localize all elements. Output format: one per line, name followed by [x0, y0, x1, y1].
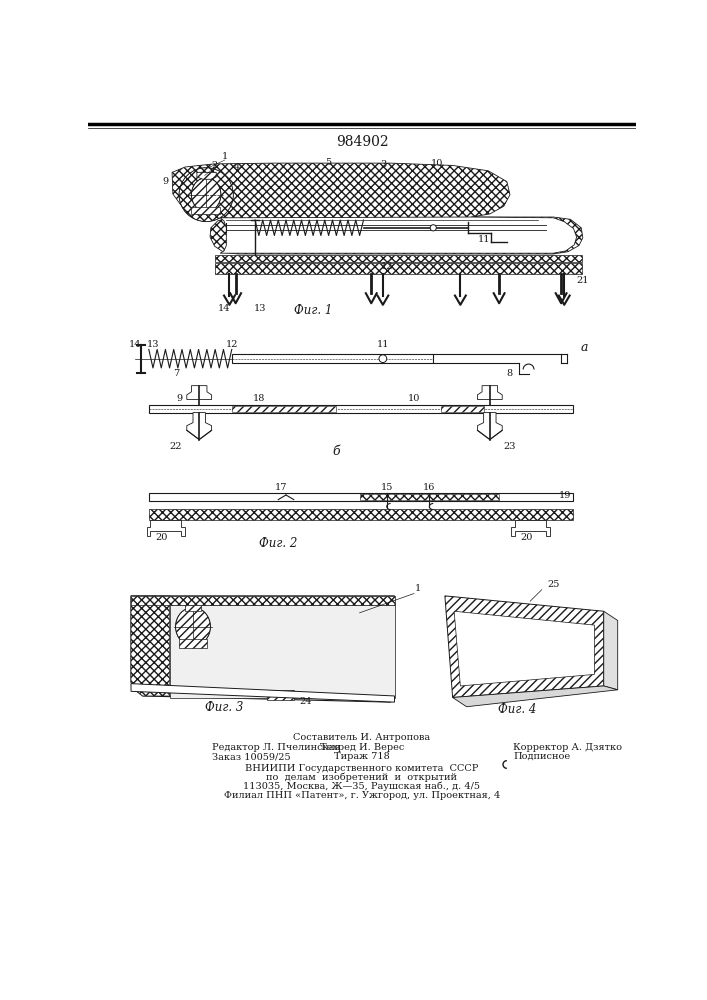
Text: 10: 10	[431, 159, 443, 168]
Text: 19: 19	[559, 491, 571, 500]
Text: 16: 16	[423, 483, 436, 492]
Text: по  делам  изобретений  и  открытий: по делам изобретений и открытий	[267, 772, 457, 782]
Polygon shape	[452, 686, 618, 707]
Polygon shape	[604, 611, 618, 690]
Text: б: б	[332, 445, 340, 458]
Text: 984902: 984902	[336, 135, 388, 149]
Text: 113035, Москва, Ж—35, Раушская наб., д. 4/5: 113035, Москва, Ж—35, Раушская наб., д. …	[243, 782, 481, 791]
Polygon shape	[232, 354, 433, 363]
Text: Техред И. Верес: Техред И. Верес	[320, 743, 404, 752]
Text: Подписное: Подписное	[513, 752, 571, 761]
Polygon shape	[185, 605, 201, 611]
Text: 18: 18	[252, 394, 265, 403]
Text: 1: 1	[414, 584, 421, 593]
Ellipse shape	[175, 607, 211, 646]
Text: 21: 21	[577, 276, 589, 285]
Text: 13: 13	[255, 304, 267, 313]
Text: 11: 11	[477, 235, 490, 244]
Polygon shape	[187, 386, 211, 400]
Text: 17: 17	[274, 483, 287, 492]
Polygon shape	[172, 163, 583, 254]
Polygon shape	[454, 611, 595, 686]
Text: 11: 11	[377, 340, 389, 349]
Circle shape	[379, 355, 387, 363]
Text: Тираж 718: Тираж 718	[334, 752, 390, 761]
Text: 3: 3	[380, 160, 386, 169]
Text: 14: 14	[129, 340, 141, 349]
Text: 24: 24	[299, 697, 312, 706]
Text: Редактор Л. Пчелинская: Редактор Л. Пчелинская	[212, 743, 341, 752]
Polygon shape	[149, 405, 573, 413]
Polygon shape	[131, 596, 395, 605]
Polygon shape	[232, 406, 337, 412]
Text: Филиал ПНП «Патент», г. Ужгород, ул. Проектная, 4: Филиал ПНП «Патент», г. Ужгород, ул. Про…	[224, 791, 500, 800]
Polygon shape	[192, 207, 220, 214]
Text: 2: 2	[211, 161, 218, 170]
Text: 12: 12	[380, 262, 393, 271]
Text: 9: 9	[163, 177, 169, 186]
Text: 20: 20	[521, 533, 533, 542]
Polygon shape	[197, 172, 216, 179]
Polygon shape	[170, 605, 395, 698]
Text: 12: 12	[226, 340, 238, 349]
Polygon shape	[179, 639, 207, 648]
Text: Заказ 10059/25: Заказ 10059/25	[212, 752, 291, 761]
Polygon shape	[360, 494, 499, 500]
Text: а: а	[580, 341, 588, 354]
Polygon shape	[146, 520, 185, 536]
Polygon shape	[215, 263, 582, 274]
Text: Фиг. 2: Фиг. 2	[259, 537, 298, 550]
Text: 9: 9	[177, 394, 183, 403]
Text: 20: 20	[156, 533, 168, 542]
Text: 14: 14	[218, 304, 230, 313]
Text: 25: 25	[547, 580, 559, 589]
Polygon shape	[131, 684, 395, 702]
Text: 5: 5	[325, 158, 332, 167]
Polygon shape	[477, 386, 502, 400]
Polygon shape	[149, 493, 573, 501]
Polygon shape	[510, 520, 549, 536]
Circle shape	[430, 225, 436, 231]
Polygon shape	[477, 413, 502, 440]
Text: Фиг. 1: Фиг. 1	[294, 304, 332, 317]
Text: Корректор А. Дзятко: Корректор А. Дзятко	[513, 743, 622, 752]
Text: 7: 7	[173, 369, 179, 378]
Polygon shape	[187, 413, 211, 440]
Polygon shape	[88, 158, 636, 316]
Polygon shape	[149, 509, 573, 520]
Text: 1: 1	[222, 152, 228, 161]
Text: 23: 23	[503, 442, 515, 451]
Polygon shape	[131, 596, 170, 696]
Text: Фиг. 3: Фиг. 3	[205, 701, 243, 714]
Text: Составитель И. Антропова: Составитель И. Антропова	[293, 733, 431, 742]
Text: 15: 15	[380, 483, 393, 492]
Polygon shape	[445, 596, 604, 698]
Text: 22: 22	[170, 442, 182, 451]
Polygon shape	[220, 217, 577, 253]
Text: ВНИИПИ Государственного комитета  СССР: ВНИИПИ Государственного комитета СССР	[245, 764, 479, 773]
Text: 10: 10	[408, 394, 420, 403]
Polygon shape	[441, 406, 484, 412]
Polygon shape	[215, 255, 582, 262]
Ellipse shape	[192, 178, 221, 212]
Text: 13: 13	[146, 340, 159, 349]
Polygon shape	[267, 690, 293, 700]
Text: Фиг. 4: Фиг. 4	[498, 703, 536, 716]
Text: 4: 4	[234, 163, 240, 172]
Polygon shape	[131, 596, 395, 702]
Circle shape	[179, 168, 233, 222]
Text: 8: 8	[506, 369, 513, 378]
